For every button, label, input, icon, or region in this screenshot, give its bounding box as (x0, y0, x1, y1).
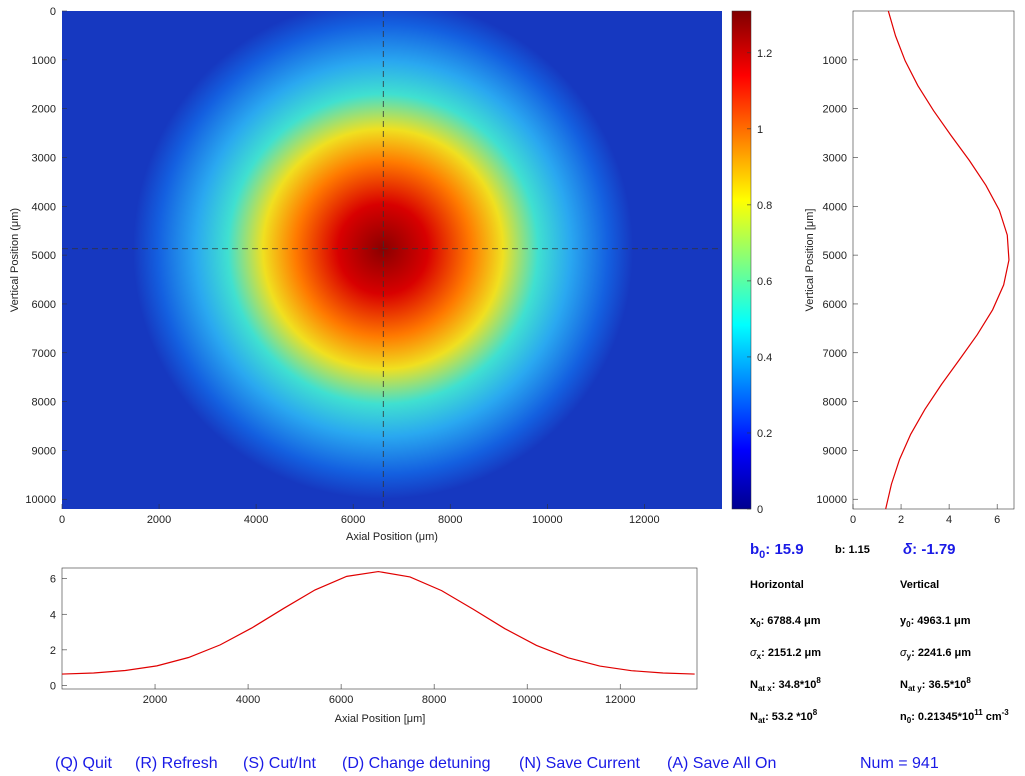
colorbar-tick-label: 0 (757, 504, 763, 516)
colorbar-tick-label: 0.8 (757, 200, 772, 212)
stat: y0: 4963.1 μm (900, 615, 971, 629)
y-tick-label: 7000 (823, 348, 847, 360)
x-axis-label: Axial Position (μm) (346, 531, 438, 543)
y-tick-label: 4 (50, 609, 56, 621)
button[interactable]: (S) Cut/Int (243, 755, 316, 772)
x-tick-label: 4 (946, 514, 952, 526)
x-tick-label: 12000 (629, 514, 660, 526)
x-tick-label: 2000 (147, 514, 171, 526)
y-tick-label: 10000 (25, 494, 56, 506)
axes-box (852, 10, 1015, 510)
x-tick-label: 8000 (422, 694, 446, 706)
heading: Vertical (900, 579, 939, 591)
y-tick-label: 10000 (816, 494, 847, 506)
y-tick-label: 1000 (32, 55, 56, 67)
y-tick-label: 4000 (823, 201, 847, 213)
stat: n0: 0.21345*1011 cm-3 (900, 708, 1009, 725)
stat: b: 1.15 (835, 544, 870, 556)
stat: b0: 15.9 (750, 541, 804, 561)
y-tick-label: 8000 (32, 397, 56, 409)
x-tick-label: 6 (994, 514, 1000, 526)
y-axis-label: Vertical Position (μm) (9, 208, 21, 312)
x-tick-label: 2000 (143, 694, 167, 706)
x-tick-label: 10000 (532, 514, 563, 526)
colorbar-tick-label: 0.2 (757, 428, 772, 440)
colorbar (731, 10, 752, 510)
y-tick-label: 9000 (32, 445, 56, 457)
y-tick-label: 1000 (823, 55, 847, 67)
y-tick-label: 7000 (32, 348, 56, 360)
y-tick-label: 3000 (823, 152, 847, 164)
x-tick-label: 4000 (244, 514, 268, 526)
button[interactable]: (D) Change detuning (342, 755, 491, 772)
x-tick-label: 6000 (341, 514, 365, 526)
x-tick-label: 2 (898, 514, 904, 526)
y-tick-label: 9000 (823, 445, 847, 457)
stat: Nat: 53.2 *108 (750, 708, 818, 725)
x-tick-label: 0 (59, 514, 65, 526)
x-tick-label: 12000 (605, 694, 636, 706)
stat: Nat y: 36.5*108 (900, 676, 971, 693)
x-tick-label: 6000 (329, 694, 353, 706)
heatmap (62, 11, 722, 509)
button[interactable]: (Q) Quit (55, 755, 112, 772)
button[interactable]: (A) Save All On (667, 755, 776, 772)
button[interactable]: (N) Save Current (519, 755, 640, 772)
colorbar-tick-label: 1.2 (757, 48, 772, 60)
colorbar-tick-label: 0.6 (757, 276, 772, 288)
stat: Nat x: 34.8*108 (750, 676, 821, 693)
profile-line (61, 570, 695, 675)
y-tick-label: 3000 (32, 152, 56, 164)
counter: Num = 941 (860, 755, 939, 772)
y-axis-label: Vertical Position [μm] (804, 209, 816, 312)
x-tick-label: 8000 (438, 514, 462, 526)
axes-box (61, 567, 698, 690)
y-tick-label: 6000 (32, 299, 56, 311)
stat: σy: 2241.6 μm (900, 647, 971, 661)
y-tick-label: 2000 (32, 104, 56, 116)
y-tick-label: 0 (50, 680, 56, 692)
x-tick-label: 0 (850, 514, 856, 526)
y-tick-label: 0 (50, 6, 56, 18)
y-tick-label: 2 (50, 645, 56, 657)
y-tick-label: 6 (50, 574, 56, 586)
stat: δ: -1.79 (903, 541, 956, 558)
stat: x0: 6788.4 μm (750, 615, 821, 629)
y-tick-label: 8000 (823, 397, 847, 409)
y-tick-label: 5000 (32, 250, 56, 262)
y-tick-label: 4000 (32, 201, 56, 213)
heading: Horizontal (750, 579, 804, 591)
profile-line (885, 10, 1010, 510)
y-tick-label: 2000 (823, 104, 847, 116)
x-tick-label: 4000 (236, 694, 260, 706)
stat: σx: 2151.2 μm (750, 647, 821, 661)
y-tick-label: 6000 (823, 299, 847, 311)
colorbar-tick-label: 1 (757, 124, 763, 136)
colorbar-tick-label: 0.4 (757, 352, 772, 364)
x-tick-label: 10000 (512, 694, 543, 706)
x-axis-label: Axial Position [μm] (335, 713, 426, 725)
y-tick-label: 5000 (823, 250, 847, 262)
button[interactable]: (R) Refresh (135, 755, 218, 772)
